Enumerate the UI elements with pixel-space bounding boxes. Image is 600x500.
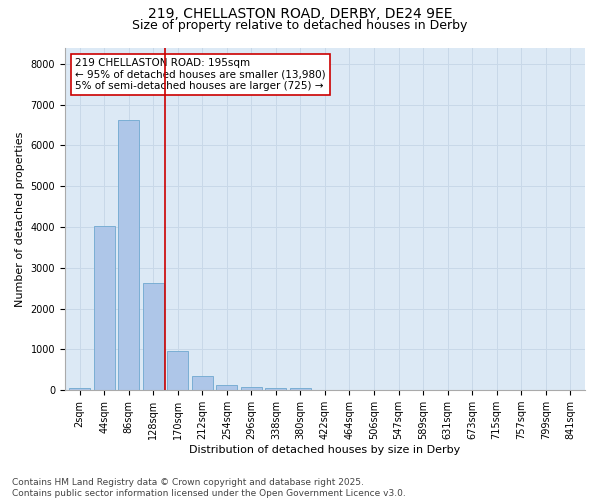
Bar [290, 388, 311, 390]
X-axis label: Distribution of detached houses by size in Derby: Distribution of detached houses by size … [190, 445, 461, 455]
Bar [265, 388, 286, 390]
Bar [69, 388, 90, 390]
Text: 219 CHELLASTON ROAD: 195sqm
← 95% of detached houses are smaller (13,980)
5% of : 219 CHELLASTON ROAD: 195sqm ← 95% of det… [76, 58, 326, 91]
Text: Size of property relative to detached houses in Derby: Size of property relative to detached ho… [133, 18, 467, 32]
Text: 219, CHELLASTON ROAD, DERBY, DE24 9EE: 219, CHELLASTON ROAD, DERBY, DE24 9EE [148, 8, 452, 22]
Bar [241, 386, 262, 390]
Bar [94, 226, 115, 390]
Bar [192, 376, 213, 390]
Bar [143, 284, 164, 390]
Text: Contains HM Land Registry data © Crown copyright and database right 2025.
Contai: Contains HM Land Registry data © Crown c… [12, 478, 406, 498]
Y-axis label: Number of detached properties: Number of detached properties [15, 131, 25, 306]
Bar [217, 384, 237, 390]
Bar [167, 351, 188, 390]
Bar [118, 120, 139, 390]
